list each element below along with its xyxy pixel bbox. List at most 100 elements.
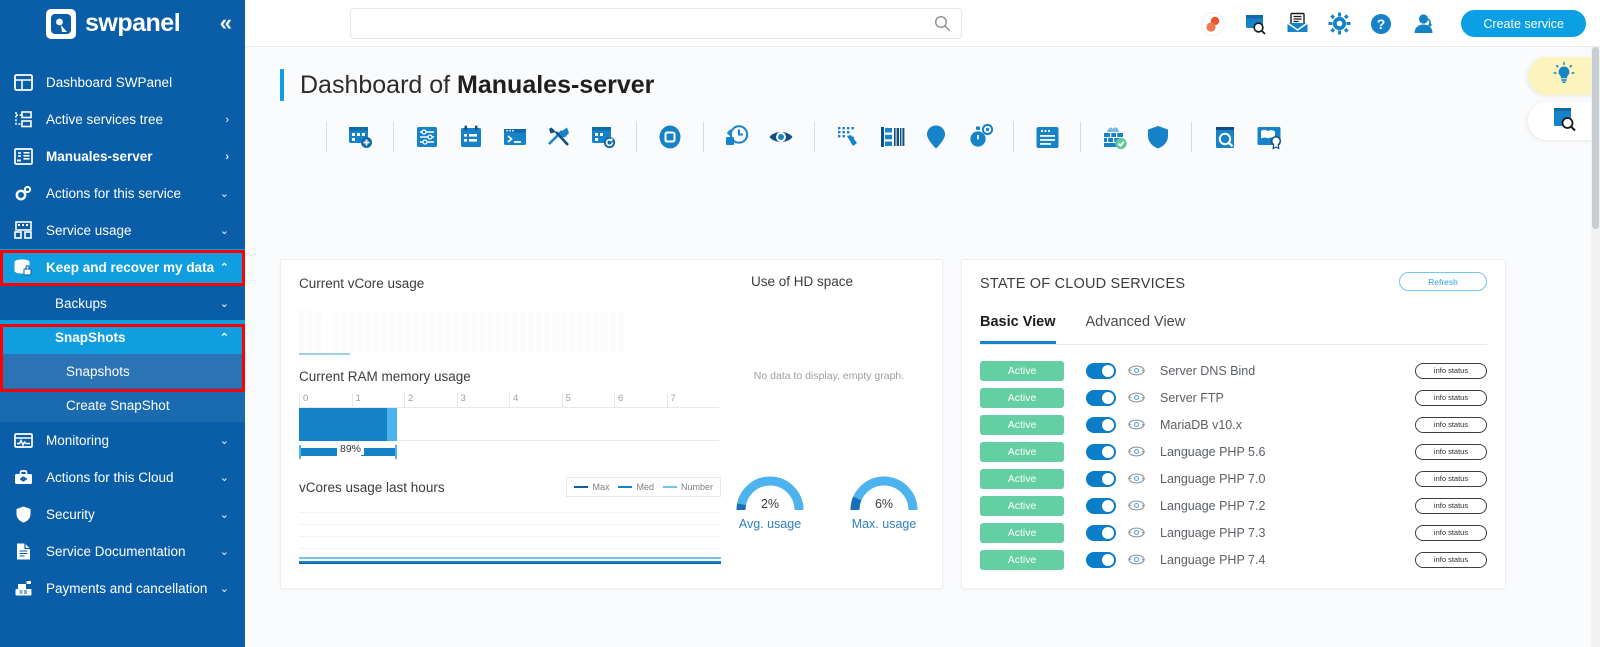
restart-service-icon[interactable]: [1128, 551, 1145, 568]
info-status-button[interactable]: info status: [1415, 389, 1487, 406]
sidebar-subitem-create-snapshot[interactable]: Create SnapShot: [0, 388, 245, 422]
help-icon[interactable]: ?: [1369, 12, 1393, 36]
gauge-avg-usage: 2% Avg. usage: [733, 470, 807, 531]
service-toggle[interactable]: [1086, 524, 1116, 541]
ram-axis-tick: 0: [299, 393, 352, 407]
service-toggle[interactable]: [1086, 416, 1116, 433]
restart-service-icon[interactable]: [1128, 389, 1145, 406]
support-agent-icon[interactable]: [1411, 12, 1435, 36]
location-pin-icon[interactable]: [921, 122, 951, 152]
calendar-tasks-icon[interactable]: [456, 122, 486, 152]
restart-service-icon[interactable]: [1128, 416, 1145, 433]
eye-icon[interactable]: [766, 122, 796, 152]
brand-dots-icon[interactable]: [1201, 11, 1226, 36]
info-status-button[interactable]: info status: [1415, 443, 1487, 460]
restart-service-icon[interactable]: [1128, 362, 1145, 379]
certificate-icon[interactable]: [1254, 122, 1284, 152]
add-service-icon[interactable]: [345, 122, 375, 152]
book-search-icon[interactable]: [1210, 122, 1240, 152]
info-status-button[interactable]: info status: [1415, 551, 1487, 568]
info-status-button[interactable]: info status: [1415, 497, 1487, 514]
tips-button[interactable]: [1528, 57, 1600, 95]
sidebar-item-label: Actions for this Cloud: [46, 470, 174, 485]
chevron-down-icon: ⌄: [219, 297, 229, 310]
sidebar-item-monitoring[interactable]: Monitoring ⌄: [0, 422, 245, 459]
service-name: Language PHP 7.0: [1160, 471, 1266, 486]
ram-usage-legend: 89%: [299, 443, 719, 459]
brand-logo-area[interactable]: swpanel «: [0, 0, 245, 47]
service-toggle[interactable]: [1086, 362, 1116, 379]
power-icon[interactable]: [655, 122, 685, 152]
info-status-button[interactable]: info status: [1415, 362, 1487, 379]
sidebar-item-dashboard-swpanel[interactable]: Dashboard SWPanel: [0, 64, 245, 101]
gear-icon[interactable]: [1327, 12, 1351, 36]
tools-icon[interactable]: [544, 122, 574, 152]
service-name: Language PHP 7.4: [1160, 552, 1266, 567]
sidebar-subitem-label: Backups: [55, 295, 107, 311]
tab-basic-view[interactable]: Basic View: [980, 314, 1056, 344]
sidebar-item-actions-for-this-service[interactable]: Actions for this service ⌄: [0, 175, 245, 212]
terminal-icon[interactable]: [500, 122, 530, 152]
mail-document-icon[interactable]: [1285, 12, 1309, 36]
reload-service-icon[interactable]: [588, 122, 618, 152]
restart-service-icon[interactable]: [1128, 470, 1145, 487]
gears-icon: [11, 182, 35, 206]
grid-click-icon[interactable]: [833, 122, 863, 152]
restart-service-icon[interactable]: [1128, 524, 1145, 541]
sidebar-subitem-snapshots[interactable]: Snapshots: [0, 354, 245, 388]
sidebar-item-service-documentation[interactable]: Service Documentation ⌄: [0, 533, 245, 570]
sidebar-subitem-label: Create SnapShot: [66, 397, 170, 413]
global-search[interactable]: [350, 8, 962, 39]
ram-axis-tick: 2: [404, 393, 457, 407]
search-icon[interactable]: [934, 15, 951, 32]
search-input[interactable]: [350, 8, 962, 39]
sidebar-item-keep-and-recover-my-data[interactable]: Keep and recover my data ⌃: [0, 249, 245, 286]
service-name: Server DNS Bind: [1160, 363, 1256, 378]
service-toggle[interactable]: [1086, 443, 1116, 460]
refresh-button[interactable]: Refresh: [1399, 272, 1487, 291]
list-bars-icon[interactable]: [877, 122, 907, 152]
vcore-axis-line: [299, 353, 350, 355]
restart-service-icon[interactable]: [1128, 497, 1145, 514]
sidebar-item-service-usage[interactable]: Service usage ⌄: [0, 212, 245, 249]
timer-gear-icon[interactable]: [965, 122, 995, 152]
ram-axis: 0 1 2 3 4 5 6 7: [299, 393, 719, 408]
collapse-sidebar-button[interactable]: «: [219, 10, 232, 35]
top-bar-icons: ? Create service: [1201, 0, 1586, 47]
sidebar-item-active-services-tree[interactable]: Active services tree ›: [0, 101, 245, 138]
sidebar-item-actions-for-this-cloud[interactable]: Actions for this Cloud ⌄: [0, 459, 245, 496]
ram-axis-tick: 7: [666, 393, 720, 407]
sidebar-item-security[interactable]: Security ⌄: [0, 496, 245, 533]
sidebar-subitem-backups[interactable]: Backups ⌄: [0, 286, 245, 320]
browser-search-icon[interactable]: [1243, 12, 1267, 36]
toolbar-divider: [703, 122, 704, 152]
documentation-search-button[interactable]: [1528, 102, 1600, 140]
sidebar-item-payments-and-cancellation[interactable]: Payments and cancellation ⌄: [0, 570, 245, 607]
status-badge: Active: [980, 522, 1064, 543]
scrollbar-thumb[interactable]: [1592, 47, 1599, 229]
toolbar-divider: [393, 122, 394, 152]
firewall-check-icon[interactable]: [1099, 122, 1129, 152]
logs-window-icon[interactable]: [1032, 122, 1062, 152]
vertical-scrollbar[interactable]: [1591, 47, 1600, 647]
sidebar-subitem-snapshots-group[interactable]: SnapShots ⌃: [0, 320, 245, 354]
info-status-button[interactable]: info status: [1415, 524, 1487, 541]
service-config-icon[interactable]: [412, 122, 442, 152]
restart-service-icon[interactable]: [1128, 443, 1145, 460]
service-row: Active Language PHP 7.0 info status: [980, 465, 1487, 492]
tab-advanced-view[interactable]: Advanced View: [1085, 314, 1186, 330]
status-badge: Active: [980, 360, 1064, 381]
sidebar-item-manuales-server[interactable]: Manuales-server ›: [0, 138, 245, 175]
service-toggle[interactable]: [1086, 470, 1116, 487]
vcore-usage-chart: [299, 300, 624, 352]
shield-icon[interactable]: [1143, 122, 1173, 152]
create-service-button[interactable]: Create service: [1461, 10, 1586, 37]
info-status-button[interactable]: info status: [1415, 470, 1487, 487]
restore-clock-icon[interactable]: [722, 122, 752, 152]
service-toggle[interactable]: [1086, 497, 1116, 514]
service-name: Language PHP 7.2: [1160, 498, 1266, 513]
service-toggle[interactable]: [1086, 389, 1116, 406]
info-status-button[interactable]: info status: [1415, 416, 1487, 433]
service-toggle[interactable]: [1086, 551, 1116, 568]
